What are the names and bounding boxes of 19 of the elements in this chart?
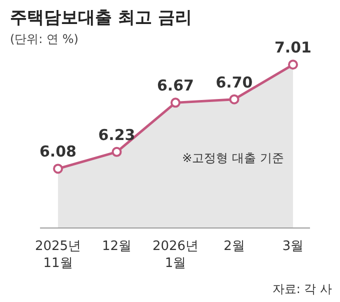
x-tick-label: 3월	[282, 239, 304, 254]
x-tick-label: 12월	[102, 239, 132, 254]
data-label: 6.67	[156, 76, 194, 95]
annotation: 자료: 각 사	[272, 281, 332, 298]
x-tick-label: 2026년 1월	[152, 239, 199, 271]
data-label: 6.08	[39, 142, 77, 161]
chart-subtitle: (단위: 연 %)	[10, 31, 78, 48]
point	[112, 146, 122, 157]
point	[53, 164, 63, 174]
data-label: 6.70	[216, 73, 253, 92]
point	[170, 98, 180, 108]
data-label: 6.23	[98, 126, 136, 144]
x-tick-label: 2025년 11월	[34, 239, 82, 271]
chart-title: 주택담보대출 최고 금리	[10, 7, 192, 29]
data-label: 7.01	[274, 38, 312, 57]
annotation: ※고정형 대출 기준	[181, 150, 285, 167]
x-tick-label: 2월	[224, 239, 245, 254]
point	[229, 94, 240, 104]
point	[288, 60, 298, 70]
